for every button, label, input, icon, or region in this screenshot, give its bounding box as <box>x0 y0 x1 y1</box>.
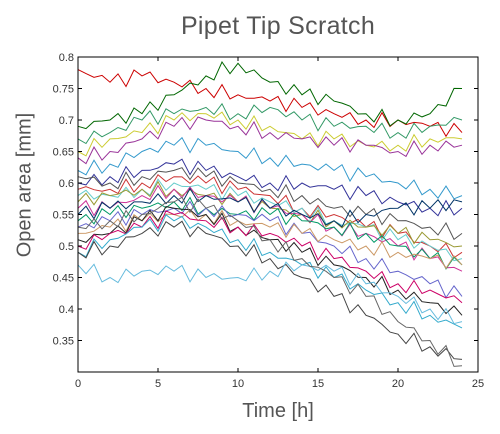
series-line-19 <box>77 214 463 329</box>
y-tick-label: 0.5 <box>59 241 74 253</box>
axes-frame <box>77 56 479 373</box>
series-line-21 <box>77 261 463 325</box>
x-tick-label: 5 <box>155 378 161 390</box>
y-tick-label: 0.55 <box>53 210 74 222</box>
series-line-8 <box>77 167 463 241</box>
series-line-3 <box>77 102 463 145</box>
y-tick-label: 0.7 <box>59 115 74 127</box>
series-line-4 <box>77 111 463 157</box>
x-axis-label: Time [h] <box>242 400 314 422</box>
y-tick-label: 0.8 <box>59 52 74 64</box>
series-line-13 <box>77 187 463 228</box>
series-line-20 <box>77 220 463 360</box>
series-line-22 <box>77 196 463 367</box>
y-tick-label: 0.35 <box>53 336 74 348</box>
y-tick-label: 0.6 <box>59 178 74 190</box>
series-line-6 <box>77 136 463 200</box>
series-line-2 <box>77 60 463 130</box>
series-line-7 <box>77 158 463 217</box>
y-tick-label: 0.4 <box>59 304 74 316</box>
x-tick-label: 15 <box>312 378 324 390</box>
x-tick-label: 10 <box>232 378 244 390</box>
x-tick-label: 25 <box>472 378 484 390</box>
chart-title: Pipet Tip Scratch <box>180 12 376 40</box>
x-tick-label: 0 <box>75 378 81 390</box>
series-line-5 <box>77 116 463 165</box>
series-line-16 <box>77 209 463 270</box>
series-line-17 <box>77 206 463 316</box>
y-tick-label: 0.75 <box>53 84 74 96</box>
series-line-14 <box>77 196 463 270</box>
x-tick-label: 20 <box>392 378 404 390</box>
y-tick-label: 0.65 <box>53 147 74 159</box>
y-tick-label: 0.45 <box>53 273 74 285</box>
